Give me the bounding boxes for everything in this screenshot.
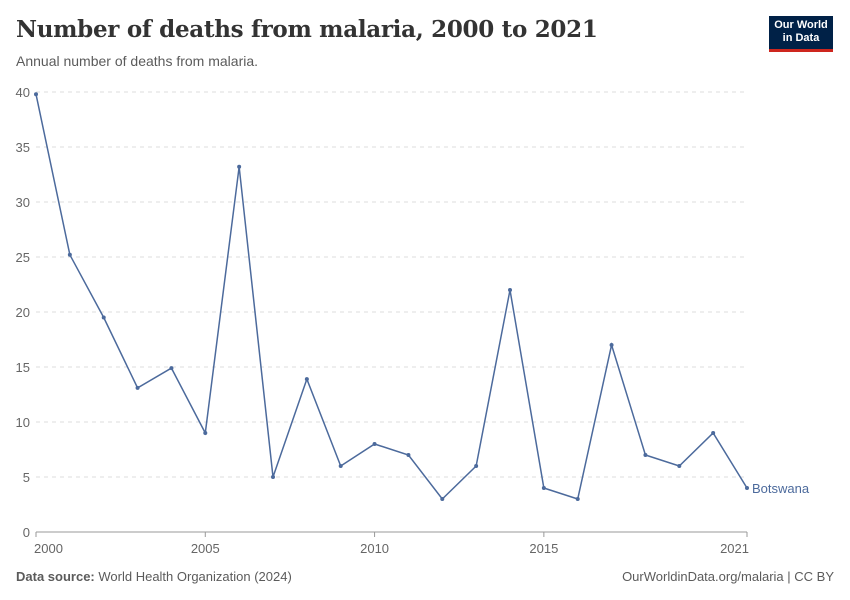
data-point bbox=[474, 464, 479, 468]
data-point bbox=[169, 366, 174, 371]
x-tick-label: 2015 bbox=[529, 541, 558, 556]
y-tick-label: 40 bbox=[16, 85, 30, 100]
data-point bbox=[643, 453, 648, 457]
data-point bbox=[575, 497, 580, 501]
y-tick-label: 0 bbox=[23, 525, 30, 540]
series-line bbox=[35, 94, 748, 501]
data-point bbox=[609, 343, 614, 347]
data-point bbox=[372, 442, 377, 446]
x-tick-label: 2000 bbox=[34, 541, 63, 556]
data-point bbox=[711, 431, 716, 435]
source-text: World Health Organization (2024) bbox=[98, 569, 292, 584]
data-point bbox=[304, 377, 309, 382]
data-point bbox=[101, 315, 106, 320]
data-point bbox=[203, 431, 208, 435]
data-point bbox=[541, 486, 546, 490]
data-point bbox=[677, 464, 682, 468]
data-point bbox=[338, 464, 343, 468]
data-point bbox=[34, 92, 38, 97]
data-point bbox=[135, 385, 140, 390]
data-source: Data source: World Health Organization (… bbox=[16, 569, 292, 584]
y-tick-label: 15 bbox=[16, 360, 30, 375]
y-tick-label: 25 bbox=[16, 250, 30, 265]
logo-text: Our World bbox=[774, 19, 828, 31]
owid-logo[interactable]: Our World in Data bbox=[769, 16, 833, 52]
y-tick-label: 35 bbox=[16, 140, 30, 155]
data-point bbox=[271, 475, 275, 479]
series-label: Botswana bbox=[752, 481, 810, 496]
footer-link[interactable]: OurWorldinData.org/malaria | CC BY bbox=[622, 569, 834, 584]
x-tick-label: 2021 bbox=[720, 541, 749, 556]
y-tick-label: 30 bbox=[16, 195, 30, 210]
chart-title: Number of deaths from malaria, 2000 to 2… bbox=[16, 16, 598, 43]
data-point bbox=[440, 497, 445, 501]
y-tick-label: 20 bbox=[16, 305, 30, 320]
y-tick-label: 10 bbox=[16, 415, 30, 430]
data-point bbox=[508, 288, 512, 292]
data-point bbox=[745, 486, 749, 490]
data-point bbox=[406, 453, 411, 457]
data-point bbox=[237, 164, 242, 169]
source-label: Data source: bbox=[16, 569, 95, 584]
x-tick-label: 2005 bbox=[191, 541, 220, 556]
chart-subtitle: Annual number of deaths from malaria. bbox=[16, 53, 259, 69]
data-point bbox=[67, 252, 72, 257]
x-tick-label: 2010 bbox=[360, 541, 389, 556]
logo-text: in Data bbox=[782, 32, 820, 44]
y-tick-label: 5 bbox=[23, 470, 30, 485]
